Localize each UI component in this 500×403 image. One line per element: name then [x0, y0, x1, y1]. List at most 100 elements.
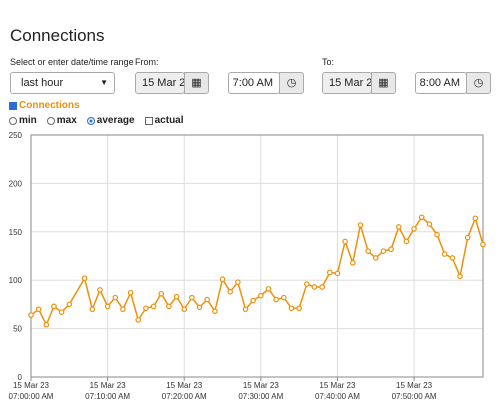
data-point	[250, 297, 256, 304]
x-tick-time: 07:50:00 AM	[392, 392, 437, 401]
series-line	[30, 215, 484, 327]
data-point	[35, 306, 42, 313]
to-calendar[interactable]: ▦	[371, 72, 396, 94]
mode-control	[46, 116, 55, 125]
data-point	[81, 275, 88, 282]
data-point	[472, 215, 479, 222]
data-point	[449, 255, 456, 261]
data-point	[281, 294, 287, 301]
data-point	[89, 306, 96, 313]
data-point	[204, 296, 211, 303]
from-date[interactable]: 15 Mar 2	[135, 72, 185, 94]
mode-text: min	[19, 115, 37, 126]
to-time[interactable]: 8:00 AM	[415, 72, 467, 94]
data-point	[28, 312, 34, 318]
data-point	[158, 290, 165, 297]
data-point	[112, 294, 119, 301]
y-tick-label: 200	[9, 179, 23, 188]
data-point	[120, 306, 126, 313]
x-tick-date: 15 Mar 23	[13, 381, 50, 390]
to-label: To:	[322, 57, 335, 67]
chart: 0 50 100 150 200 250 15 Mar 23 07:00:00 AM 15 Ma…	[9, 131, 486, 401]
data-point	[349, 259, 356, 266]
x-tick-date: 15 Mar 23	[243, 381, 280, 390]
x-tick-date: 15 Mar 23	[166, 381, 203, 390]
data-point	[235, 279, 241, 285]
plot-frame	[30, 134, 484, 378]
mode-control	[9, 116, 17, 125]
mode-text: actual	[154, 115, 184, 126]
y-tick-label: 100	[9, 276, 23, 285]
mode-options: min max average actual	[9, 115, 184, 126]
data-point	[441, 251, 448, 257]
x-tick-time: 07:20:00 AM	[162, 392, 207, 401]
x-tick-date: 15 Mar 23	[90, 381, 127, 390]
checkbox	[9, 101, 17, 110]
data-point	[219, 276, 226, 283]
data-point	[273, 296, 279, 303]
data-point	[66, 301, 73, 308]
data-point	[380, 248, 387, 254]
data-point	[196, 304, 203, 311]
data-point	[395, 224, 402, 230]
data-point	[143, 305, 149, 312]
mode-control	[86, 116, 95, 125]
y-tick-label: 0	[18, 373, 23, 382]
data-point	[258, 292, 264, 299]
data-point	[319, 284, 325, 290]
data-point	[58, 309, 65, 315]
series-toggle-text: Connections	[19, 100, 80, 111]
data-point	[303, 281, 310, 287]
data-point	[212, 308, 218, 314]
data-point	[97, 287, 103, 293]
dropdown-arrow: ▼	[100, 78, 108, 87]
mode-option[interactable]: max	[46, 115, 77, 126]
from-clock[interactable]: ◷	[279, 72, 304, 94]
data-point	[480, 241, 486, 248]
page-title: Connections	[10, 26, 105, 45]
mode-option[interactable]: average	[86, 115, 135, 126]
x-tick-date: 15 Mar 23	[396, 381, 433, 390]
data-point	[296, 305, 302, 312]
data-point	[181, 306, 188, 313]
data-point	[434, 231, 440, 238]
from-calendar[interactable]: ▦	[184, 72, 209, 94]
data-point	[166, 303, 172, 310]
to-date[interactable]: 15 Mar 2	[322, 72, 372, 94]
series-toggle[interactable]: Connections	[9, 100, 80, 111]
data-point	[372, 255, 379, 261]
mode-text: max	[56, 115, 77, 126]
data-point	[227, 289, 233, 295]
data-point	[342, 238, 348, 245]
range-select-text: last hour	[21, 77, 64, 89]
data-point	[365, 248, 371, 254]
data-point	[357, 222, 364, 228]
mode-option[interactable]: actual	[144, 115, 184, 126]
data-point	[403, 238, 410, 245]
data-point	[189, 294, 195, 301]
y-tick-label: 50	[13, 325, 22, 334]
data-point	[426, 221, 433, 227]
data-point	[457, 273, 463, 280]
data-point	[43, 321, 50, 328]
from-label: From:	[135, 57, 159, 67]
mode-control	[144, 116, 153, 125]
data-point	[51, 303, 57, 310]
to-clock[interactable]: ◷	[466, 72, 491, 94]
data-point	[388, 246, 394, 253]
y-tick-label: 150	[9, 228, 23, 237]
data-point	[464, 234, 471, 241]
data-point	[288, 305, 295, 312]
data-point	[127, 289, 134, 296]
y-tick-label: 250	[9, 131, 23, 140]
x-tick-time: 07:40:00 AM	[315, 392, 360, 401]
range-select[interactable]: last hour ▼	[10, 72, 115, 94]
data-point	[135, 317, 142, 323]
x-tick-time: 07:10:00 AM	[85, 392, 130, 401]
data-point	[334, 270, 341, 277]
from-time[interactable]: 7:00 AM	[228, 72, 280, 94]
x-tick-time: 07:30:00 AM	[238, 392, 283, 401]
data-point	[311, 284, 318, 290]
mode-option[interactable]: min	[9, 115, 37, 126]
